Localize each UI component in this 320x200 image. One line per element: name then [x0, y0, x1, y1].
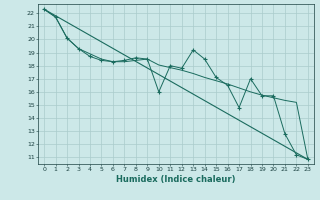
X-axis label: Humidex (Indice chaleur): Humidex (Indice chaleur) — [116, 175, 236, 184]
